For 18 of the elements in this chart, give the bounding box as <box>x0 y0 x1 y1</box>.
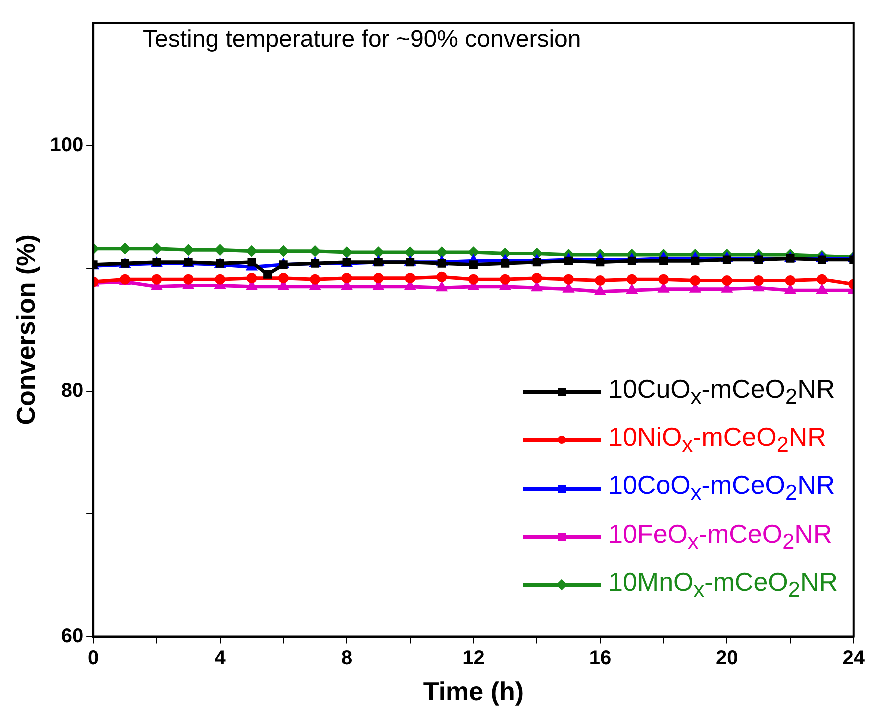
x-tick-label: 0 <box>88 647 100 670</box>
legend-label: 10CuO$_{x}$-mCeO$_{2}$NR <box>608 374 836 410</box>
x-tick-label: 8 <box>341 647 353 670</box>
x-tick-label: 4 <box>214 647 227 670</box>
legend-label: 10FeO$_{x}$-mCeO$_{2}$NR <box>608 518 832 555</box>
y-tick-label: 100 <box>50 134 84 156</box>
chart-title: Testing temperature for ~90% conversion <box>143 26 582 54</box>
legend-label: 10CoO$_{x}$-mCeO$_{2}$NR <box>608 470 836 507</box>
x-tick-label: 16 <box>589 647 612 670</box>
x-tick-label: 12 <box>462 647 485 670</box>
x-axis-title: Time (h) <box>423 676 524 707</box>
y-axis-title: Conversion (%) <box>10 234 41 426</box>
x-tick-label: 20 <box>716 647 738 670</box>
legend-label: 10MnO$_{x}$-mCeO$_{2}$NR <box>608 566 838 603</box>
y-tick-label: 80 <box>61 380 84 402</box>
legend-label: 10NiO$_{x}$-mCeO$_{2}$NR <box>608 422 826 458</box>
x-tick-label: 24 <box>842 647 866 670</box>
y-tick-label: 60 <box>61 625 84 648</box>
